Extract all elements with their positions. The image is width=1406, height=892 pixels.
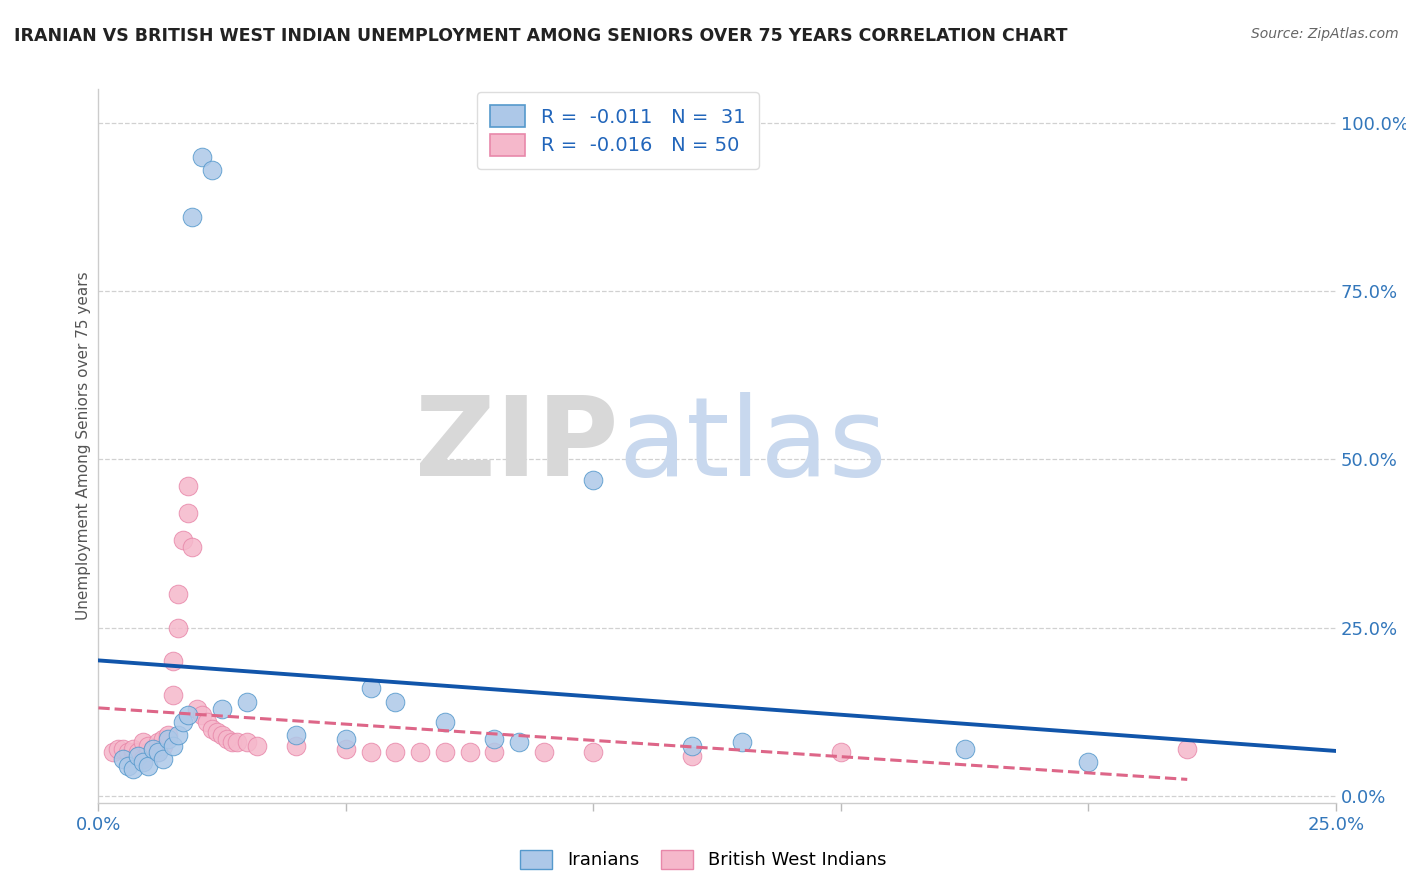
Point bbox=[191, 708, 214, 723]
Point bbox=[360, 681, 382, 696]
Point bbox=[166, 587, 188, 601]
Point bbox=[152, 752, 174, 766]
Point bbox=[335, 731, 357, 746]
Point bbox=[136, 745, 159, 759]
Point bbox=[582, 745, 605, 759]
Point bbox=[953, 742, 976, 756]
Point bbox=[122, 742, 145, 756]
Point bbox=[176, 479, 198, 493]
Point bbox=[731, 735, 754, 749]
Point bbox=[582, 473, 605, 487]
Point bbox=[236, 735, 259, 749]
Y-axis label: Unemployment Among Seniors over 75 years: Unemployment Among Seniors over 75 years bbox=[76, 272, 91, 620]
Point bbox=[360, 745, 382, 759]
Point bbox=[681, 739, 703, 753]
Point bbox=[1077, 756, 1099, 770]
Point bbox=[433, 745, 456, 759]
Point bbox=[1175, 742, 1198, 756]
Legend: Iranians, British West Indians: Iranians, British West Indians bbox=[510, 840, 896, 879]
Point bbox=[484, 745, 506, 759]
Point bbox=[201, 722, 224, 736]
Point bbox=[176, 708, 198, 723]
Point bbox=[211, 729, 233, 743]
Point bbox=[458, 745, 481, 759]
Text: ZIP: ZIP bbox=[415, 392, 619, 500]
Text: IRANIAN VS BRITISH WEST INDIAN UNEMPLOYMENT AMONG SENIORS OVER 75 YEARS CORRELAT: IRANIAN VS BRITISH WEST INDIAN UNEMPLOYM… bbox=[14, 27, 1067, 45]
Text: atlas: atlas bbox=[619, 392, 887, 500]
Point bbox=[201, 163, 224, 178]
Point bbox=[142, 742, 165, 756]
Point bbox=[146, 745, 169, 759]
Point bbox=[221, 735, 243, 749]
Point bbox=[246, 739, 269, 753]
Point bbox=[156, 729, 179, 743]
Point bbox=[117, 745, 139, 759]
Point bbox=[162, 688, 184, 702]
Point bbox=[195, 714, 218, 729]
Point bbox=[409, 745, 432, 759]
Point bbox=[107, 742, 129, 756]
Point bbox=[122, 762, 145, 776]
Point bbox=[384, 745, 406, 759]
Point bbox=[127, 748, 149, 763]
Point bbox=[172, 533, 194, 548]
Point bbox=[132, 752, 155, 766]
Point bbox=[166, 621, 188, 635]
Point bbox=[236, 695, 259, 709]
Point bbox=[205, 725, 228, 739]
Point bbox=[152, 739, 174, 753]
Point bbox=[433, 714, 456, 729]
Point bbox=[285, 739, 308, 753]
Point bbox=[226, 735, 249, 749]
Point bbox=[127, 748, 149, 763]
Point bbox=[484, 731, 506, 746]
Point bbox=[335, 742, 357, 756]
Point bbox=[162, 655, 184, 669]
Point bbox=[136, 758, 159, 772]
Point bbox=[384, 695, 406, 709]
Point bbox=[162, 739, 184, 753]
Point bbox=[191, 149, 214, 163]
Point bbox=[132, 735, 155, 749]
Point bbox=[172, 714, 194, 729]
Point bbox=[146, 745, 169, 759]
Point bbox=[211, 701, 233, 715]
Point bbox=[156, 731, 179, 746]
Point bbox=[186, 701, 208, 715]
Point bbox=[132, 756, 155, 770]
Text: Source: ZipAtlas.com: Source: ZipAtlas.com bbox=[1251, 27, 1399, 41]
Legend: R =  -0.011   N =  31, R =  -0.016   N = 50: R = -0.011 N = 31, R = -0.016 N = 50 bbox=[477, 92, 759, 169]
Point bbox=[142, 742, 165, 756]
Point bbox=[176, 506, 198, 520]
Point bbox=[146, 735, 169, 749]
Point bbox=[181, 210, 204, 224]
Point bbox=[830, 745, 852, 759]
Point bbox=[533, 745, 555, 759]
Point bbox=[122, 745, 145, 759]
Point bbox=[152, 731, 174, 746]
Point bbox=[181, 540, 204, 554]
Point bbox=[285, 729, 308, 743]
Point bbox=[103, 745, 125, 759]
Point bbox=[136, 739, 159, 753]
Point bbox=[112, 752, 135, 766]
Point bbox=[217, 731, 239, 746]
Point bbox=[112, 742, 135, 756]
Point bbox=[127, 745, 149, 759]
Point bbox=[117, 758, 139, 772]
Point bbox=[681, 748, 703, 763]
Point bbox=[166, 729, 188, 743]
Point bbox=[508, 735, 530, 749]
